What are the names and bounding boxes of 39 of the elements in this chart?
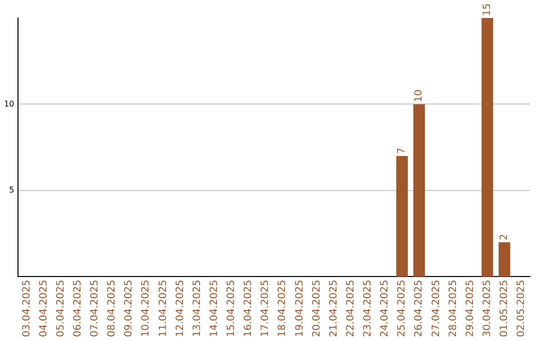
y-tick-label: 5 (9, 186, 14, 195)
bar (413, 104, 425, 277)
x-tick-label: 15.04.2025 (226, 280, 238, 338)
x-tick-label: 22.04.2025 (345, 280, 356, 338)
x-tick-label: 23.04.2025 (362, 280, 374, 338)
x-tick-label: 26.04.2025 (414, 280, 425, 338)
x-tick-label: 10.04.2025 (140, 280, 152, 338)
x-tick-label: 01.05.2025 (499, 280, 510, 338)
x-tick-label: 04.04.2025 (38, 280, 50, 338)
x-tick-label: 12.04.2025 (174, 280, 186, 338)
data-label: 2 (499, 234, 510, 240)
bar (482, 18, 494, 277)
x-tick-label: 16.04.2025 (243, 280, 254, 338)
x-tick-label: 14.04.2025 (208, 280, 220, 338)
data-label: 15 (482, 3, 493, 16)
x-tick-label: 05.04.2025 (55, 280, 66, 338)
x-tick-label: 29.04.2025 (464, 280, 476, 338)
data-label: 7 (396, 148, 408, 154)
x-tick-label: 17.04.2025 (260, 280, 272, 338)
x-tick-label: 13.04.2025 (192, 280, 203, 338)
bar (498, 242, 510, 277)
x-tick-label: 08.04.2025 (106, 280, 118, 338)
x-tick-label: 28.04.2025 (448, 280, 459, 338)
x-tick-label: 19.04.2025 (294, 280, 306, 338)
data-label: 10 (414, 90, 425, 102)
x-tick-label: 07.04.2025 (90, 280, 101, 338)
x-tick-label: 06.04.2025 (72, 280, 84, 338)
x-tick-label: 24.04.2025 (380, 280, 391, 338)
x-tick-label: 03.04.2025 (21, 280, 32, 338)
bar (396, 156, 408, 277)
x-tick-label: 11.04.2025 (158, 280, 169, 338)
x-tick-label: 18.04.2025 (277, 280, 288, 338)
x-tick-label: 09.04.2025 (124, 280, 135, 338)
x-tick-label: 30.04.2025 (482, 280, 493, 338)
x-tick-label: 21.04.2025 (328, 280, 340, 338)
x-tick-label: 20.04.2025 (311, 280, 322, 338)
x-tick-label: 02.05.2025 (516, 280, 528, 338)
x-tick-label: 25.04.2025 (396, 280, 408, 338)
x-tick-label: 27.04.2025 (430, 280, 442, 338)
